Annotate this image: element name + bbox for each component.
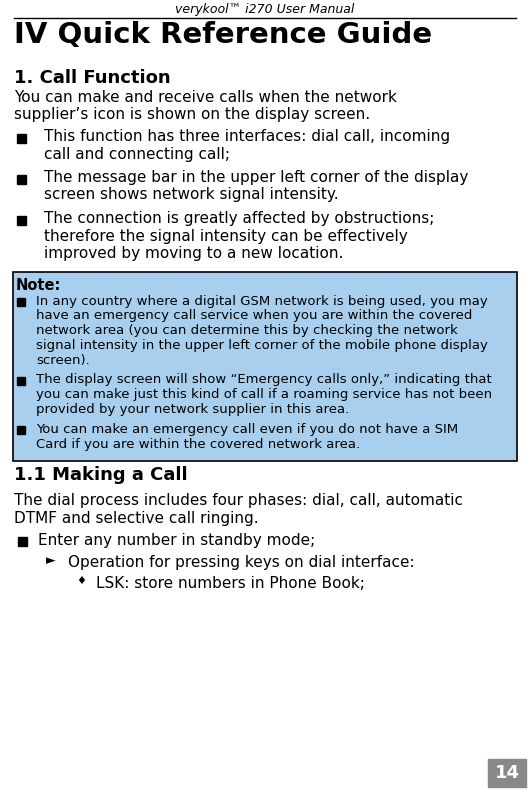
Text: verykool™ i270 User Manual: verykool™ i270 User Manual bbox=[175, 3, 355, 16]
Bar bbox=[17, 216, 26, 224]
Bar bbox=[18, 537, 27, 546]
Text: You can make an emergency call even if you do not have a SIM: You can make an emergency call even if y… bbox=[36, 423, 458, 436]
Bar bbox=[17, 297, 25, 305]
Text: In any country where a digital GSM network is being used, you may: In any country where a digital GSM netwo… bbox=[36, 294, 488, 308]
Text: screen).: screen). bbox=[36, 354, 90, 366]
Bar bbox=[17, 174, 26, 183]
Text: The message bar in the upper left corner of the display: The message bar in the upper left corner… bbox=[44, 170, 469, 185]
Text: IV Quick Reference Guide: IV Quick Reference Guide bbox=[14, 21, 432, 49]
Bar bbox=[17, 133, 26, 143]
Text: you can make just this kind of call if a roaming service has not been: you can make just this kind of call if a… bbox=[36, 389, 492, 401]
Text: DTMF and selective call ringing.: DTMF and selective call ringing. bbox=[14, 511, 259, 526]
Text: Enter any number in standby mode;: Enter any number in standby mode; bbox=[38, 533, 315, 547]
Text: Note:: Note: bbox=[16, 278, 61, 293]
Text: screen shows network signal intensity.: screen shows network signal intensity. bbox=[44, 187, 339, 202]
Text: provided by your network supplier in this area.: provided by your network supplier in thi… bbox=[36, 403, 349, 416]
Text: The connection is greatly affected by obstructions;: The connection is greatly affected by ob… bbox=[44, 211, 435, 226]
Text: ►: ► bbox=[46, 554, 56, 568]
Text: signal intensity in the upper left corner of the mobile phone display: signal intensity in the upper left corne… bbox=[36, 339, 488, 352]
Text: The display screen will show “Emergency calls only,” indicating that: The display screen will show “Emergency … bbox=[36, 374, 492, 386]
Bar bbox=[488, 759, 526, 787]
Text: Card if you are within the covered network area.: Card if you are within the covered netwo… bbox=[36, 438, 360, 450]
Text: network area (you can determine this by checking the network: network area (you can determine this by … bbox=[36, 324, 458, 337]
Text: supplier’s icon is shown on the display screen.: supplier’s icon is shown on the display … bbox=[14, 108, 370, 122]
Text: 14: 14 bbox=[494, 764, 519, 782]
Text: call and connecting call;: call and connecting call; bbox=[44, 147, 230, 162]
Text: The dial process includes four phases: dial, call, automatic: The dial process includes four phases: d… bbox=[14, 492, 463, 508]
FancyBboxPatch shape bbox=[13, 271, 517, 461]
Text: Operation for pressing keys on dial interface:: Operation for pressing keys on dial inte… bbox=[68, 554, 414, 569]
Text: You can make and receive calls when the network: You can make and receive calls when the … bbox=[14, 90, 397, 105]
Text: ♦: ♦ bbox=[76, 576, 86, 585]
Bar bbox=[17, 426, 25, 434]
Text: This function has three interfaces: dial call, incoming: This function has three interfaces: dial… bbox=[44, 129, 450, 144]
Text: 1. Call Function: 1. Call Function bbox=[14, 69, 171, 87]
Text: improved by moving to a new location.: improved by moving to a new location. bbox=[44, 246, 343, 261]
Text: have an emergency call service when you are within the covered: have an emergency call service when you … bbox=[36, 309, 472, 322]
Text: 1.1 Making a Call: 1.1 Making a Call bbox=[14, 466, 188, 485]
Text: therefore the signal intensity can be effectively: therefore the signal intensity can be ef… bbox=[44, 228, 408, 243]
Text: LSK: store numbers in Phone Book;: LSK: store numbers in Phone Book; bbox=[96, 576, 365, 591]
Bar bbox=[17, 377, 25, 385]
